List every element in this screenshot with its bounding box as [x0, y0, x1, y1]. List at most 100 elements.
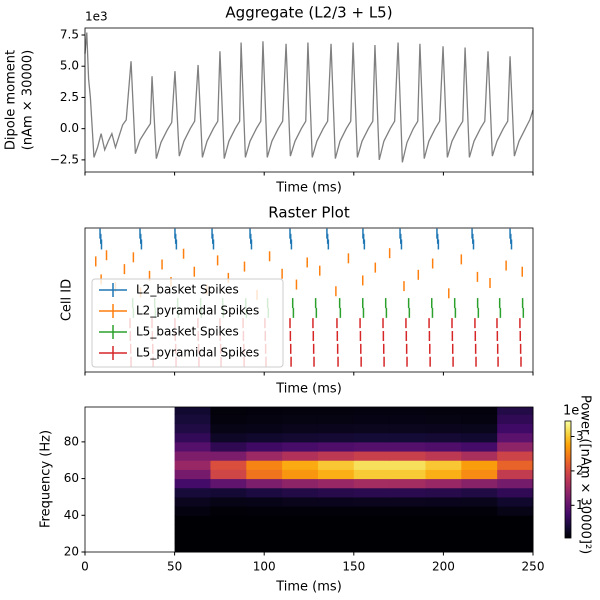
heat-cell — [425, 441, 462, 452]
heat-cell — [425, 478, 462, 489]
heat-cell — [497, 469, 534, 480]
x-axis-label: Time (ms) — [275, 382, 342, 397]
heat-cell — [174, 414, 211, 425]
heat-cell — [246, 441, 283, 452]
heat-cell — [210, 524, 247, 535]
legend-label: L2_basket Spikes — [136, 283, 239, 297]
legend-label: L5_pyramidal Spikes — [136, 346, 259, 360]
heat-cell — [174, 487, 211, 498]
plot-area — [84, 32, 534, 163]
heat-cell — [389, 487, 426, 498]
heat-cell — [174, 451, 211, 461]
heat-cell — [282, 423, 319, 434]
heat-cell — [497, 487, 534, 498]
y-tick-label: 60 — [64, 471, 79, 485]
heat-cell — [425, 524, 462, 535]
colorbar-tick-label: 3 — [576, 429, 584, 443]
heat-cell — [353, 533, 391, 544]
heat-cell — [461, 515, 498, 525]
heat-cell — [174, 432, 211, 443]
heat-cell — [246, 469, 283, 480]
heat-cell — [353, 542, 391, 553]
chart-title: Raster Plot — [268, 204, 350, 222]
heat-cell — [174, 441, 211, 452]
heat-cell — [210, 533, 247, 544]
heat-cell — [461, 524, 498, 535]
heat-cell — [425, 496, 462, 507]
heat-cell — [174, 460, 211, 470]
heat-cell — [425, 423, 462, 434]
heat-cell — [282, 542, 319, 553]
heat-cell — [282, 441, 319, 452]
heat-cell — [353, 460, 391, 470]
heat-cell — [246, 414, 283, 425]
heat-cell — [210, 515, 247, 525]
heat-cell — [282, 487, 319, 498]
heat-cell — [246, 451, 283, 461]
heat-cell — [210, 478, 247, 489]
heat-cell — [246, 407, 283, 415]
heat-cell — [497, 524, 534, 535]
colorbar-offset-text: 1e — [563, 404, 579, 419]
heat-cell — [317, 432, 355, 443]
heat-cell — [353, 469, 391, 480]
heat-cell — [317, 441, 355, 452]
heat-cell — [389, 542, 426, 553]
heat-cell — [246, 487, 283, 498]
heat-cell — [246, 524, 283, 535]
heat-cell — [317, 515, 355, 525]
heat-cell — [461, 496, 498, 507]
y-tick-label: 40 — [64, 508, 79, 522]
heat-cell — [497, 441, 534, 452]
heat-cell — [461, 487, 498, 498]
colorbar-tick-label: 1 — [576, 498, 584, 512]
legend-label: L2_pyramidal Spikes — [136, 304, 259, 318]
heat-cell — [353, 432, 391, 443]
y-axis-label: Cell ID — [60, 279, 75, 321]
heat-cell — [389, 506, 426, 516]
heat-cell — [210, 441, 247, 452]
heat-cell — [497, 451, 534, 461]
heat-cell — [210, 407, 247, 415]
heat-cell — [317, 414, 355, 425]
heat-cell — [425, 407, 462, 415]
y-tick-label: 20 — [64, 545, 79, 559]
heat-cell — [174, 469, 211, 480]
heat-cell — [389, 407, 426, 415]
heat-cell — [317, 487, 355, 498]
heat-cell — [425, 460, 462, 470]
heat-cell — [353, 515, 391, 525]
heat-cell — [246, 533, 283, 544]
x-tick-label: 200 — [432, 560, 455, 574]
heat-cell — [389, 451, 426, 461]
y-axis-label: Dipole moment — [4, 50, 19, 150]
heat-cell — [210, 414, 247, 425]
heat-cell — [353, 496, 391, 507]
y-tick-label: 7.5 — [60, 27, 79, 41]
x-tick-label: 0 — [81, 560, 89, 574]
heat-cell — [461, 451, 498, 461]
colorbar-tick-label: 2 — [576, 463, 584, 477]
heat-cell — [353, 524, 391, 535]
heat-cell — [246, 496, 283, 507]
axes-frame — [84, 406, 534, 553]
heat-cell — [174, 533, 211, 544]
heat-cell — [497, 460, 534, 470]
heat-cell — [389, 469, 426, 480]
heat-cell — [389, 441, 426, 452]
heat-cell — [425, 432, 462, 443]
heat-cell — [282, 524, 319, 535]
heat-cell — [174, 423, 211, 434]
heat-cell — [425, 515, 462, 525]
colorbar — [564, 420, 572, 539]
heat-cell — [425, 414, 462, 425]
heat-cell — [174, 496, 211, 507]
heat-cell — [497, 414, 534, 425]
heat-cell — [389, 423, 426, 434]
heat-cell — [246, 542, 283, 553]
heat-cell — [461, 423, 498, 434]
heat-cell — [353, 478, 391, 489]
heat-cell — [246, 460, 283, 470]
heat-cell — [425, 506, 462, 516]
y-axis-label: (nAm × 30000) — [21, 50, 36, 150]
